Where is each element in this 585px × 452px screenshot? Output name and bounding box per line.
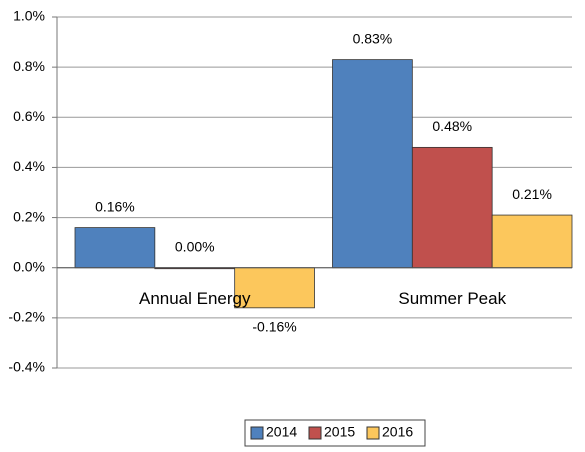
legend-box	[244, 419, 426, 447]
legend-swatch	[250, 426, 264, 440]
x-tick-label: Annual Energy	[139, 289, 251, 308]
legend-label: 2015	[324, 424, 355, 440]
value-label: -0.16%	[252, 319, 296, 335]
value-label: 0.83%	[353, 30, 393, 46]
y-tick-label: 1.0%	[13, 8, 45, 24]
y-tick-label: 0.0%	[13, 258, 45, 274]
value-label: 0.16%	[95, 198, 135, 214]
bar	[74, 227, 156, 269]
y-tick-label: 0.4%	[13, 158, 45, 174]
y-tick-label: -0.2%	[8, 309, 45, 325]
y-tick-label: 0.2%	[13, 208, 45, 224]
bar	[491, 214, 573, 269]
value-label: 0.48%	[432, 118, 472, 134]
legend-label: 2014	[266, 424, 297, 440]
x-tick-label: Summer Peak	[398, 289, 506, 308]
bar	[411, 146, 493, 269]
bar	[332, 59, 413, 269]
y-tick-label: 0.6%	[13, 108, 45, 124]
bar	[234, 267, 315, 309]
legend-label: 2016	[382, 424, 413, 440]
legend-swatch	[308, 426, 322, 440]
y-tick-label: 0.8%	[13, 58, 45, 74]
value-label: 0.00%	[175, 238, 215, 254]
y-tick-label: -0.4%	[8, 359, 45, 375]
value-label: 0.21%	[512, 186, 552, 202]
legend-swatch	[366, 426, 380, 440]
